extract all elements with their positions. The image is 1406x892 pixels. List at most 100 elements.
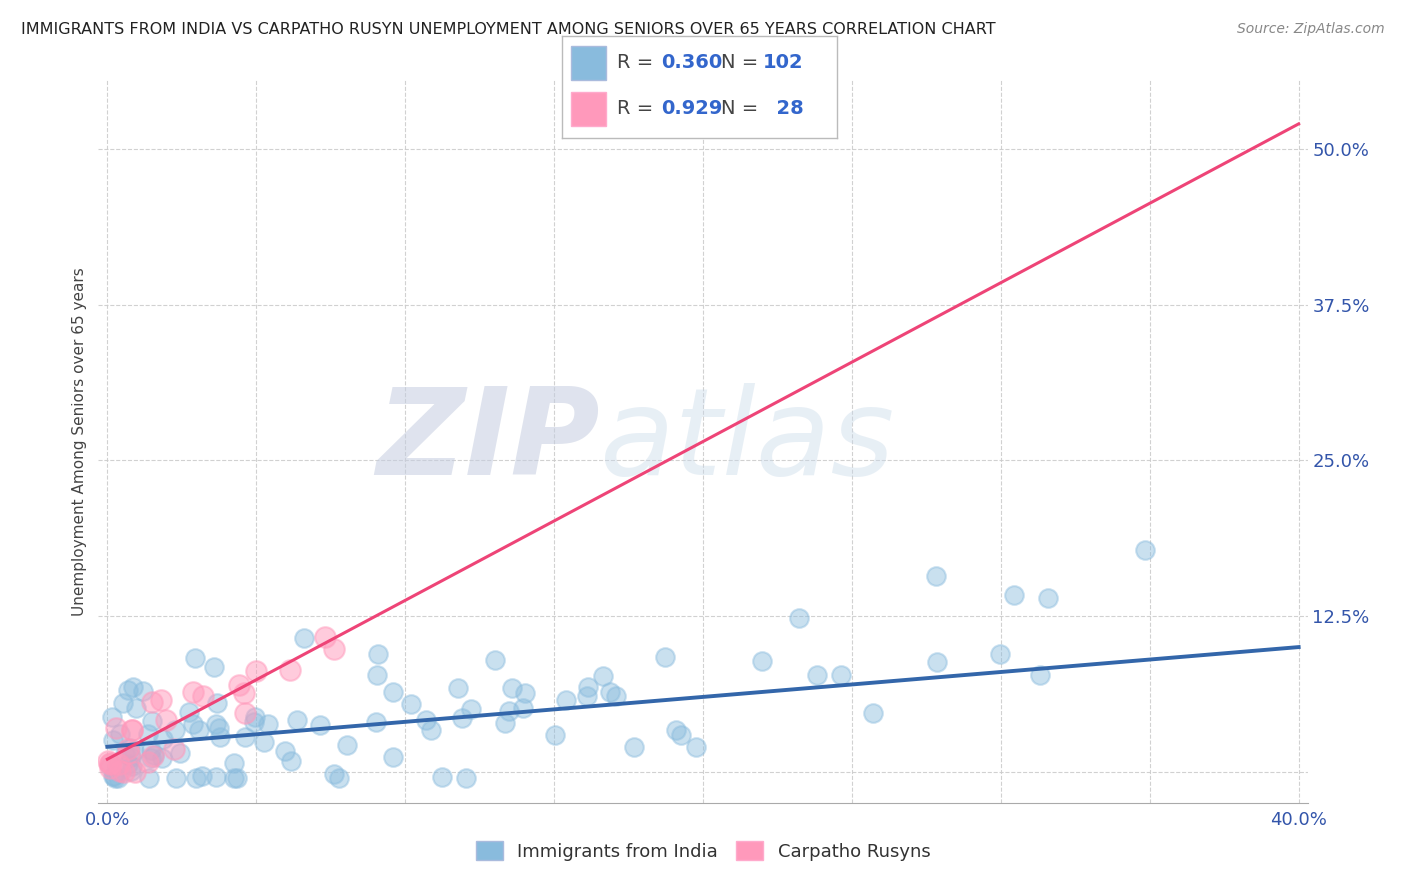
Immigrants from India <box>253 735 276 749</box>
Immigrants from India <box>166 771 188 785</box>
Carpatho Rusyns <box>124 764 146 779</box>
Immigrants from India <box>209 730 232 744</box>
Carpatho Rusyns <box>323 642 346 657</box>
Immigrants from India <box>121 750 143 764</box>
Text: 28: 28 <box>762 99 803 118</box>
Immigrants from India <box>1028 668 1050 682</box>
Carpatho Rusyns <box>118 746 141 760</box>
Immigrants from India <box>862 706 884 721</box>
Carpatho Rusyns <box>142 749 165 764</box>
Carpatho Rusyns <box>155 713 177 727</box>
Y-axis label: Unemployment Among Seniors over 65 years: Unemployment Among Seniors over 65 years <box>72 268 87 615</box>
Text: R =: R = <box>617 99 659 118</box>
Immigrants from India <box>623 740 645 755</box>
Immigrants from India <box>121 759 143 773</box>
Carpatho Rusyns <box>314 630 336 644</box>
Carpatho Rusyns <box>117 742 139 756</box>
Immigrants from India <box>138 726 160 740</box>
Immigrants from India <box>382 685 405 699</box>
Carpatho Rusyns <box>104 721 127 735</box>
Immigrants from India <box>484 653 506 667</box>
Immigrants from India <box>122 680 145 694</box>
Immigrants from India <box>245 709 267 723</box>
Immigrants from India <box>554 692 576 706</box>
Immigrants from India <box>184 771 207 785</box>
Immigrants from India <box>323 766 346 780</box>
Immigrants from India <box>152 731 174 746</box>
Immigrants from India <box>309 718 332 732</box>
Immigrants from India <box>184 650 207 665</box>
Immigrants from India <box>117 682 139 697</box>
Immigrants from India <box>125 701 148 715</box>
Immigrants from India <box>599 685 621 699</box>
Immigrants from India <box>685 739 707 754</box>
Immigrants from India <box>447 681 470 695</box>
Immigrants from India <box>399 697 422 711</box>
Carpatho Rusyns <box>150 693 173 707</box>
Immigrants from India <box>169 747 191 761</box>
Legend: Immigrants from India, Carpatho Rusyns: Immigrants from India, Carpatho Rusyns <box>470 836 936 866</box>
Immigrants from India <box>382 749 405 764</box>
Immigrants from India <box>163 723 186 737</box>
Text: 102: 102 <box>762 53 803 72</box>
Text: N =: N = <box>721 53 765 72</box>
Immigrants from India <box>543 728 565 742</box>
Immigrants from India <box>141 714 163 728</box>
FancyBboxPatch shape <box>571 92 606 126</box>
Immigrants from India <box>205 770 228 784</box>
Carpatho Rusyns <box>136 755 159 769</box>
Immigrants from India <box>420 723 443 737</box>
Immigrants from India <box>367 648 389 662</box>
Immigrants from India <box>605 689 627 703</box>
Immigrants from India <box>188 723 211 737</box>
Immigrants from India <box>139 743 162 757</box>
Immigrants from India <box>224 771 246 785</box>
Immigrants from India <box>512 701 534 715</box>
Immigrants from India <box>285 713 308 727</box>
Immigrants from India <box>498 704 520 718</box>
Carpatho Rusyns <box>233 706 256 720</box>
Immigrants from India <box>150 751 173 765</box>
Carpatho Rusyns <box>232 685 254 699</box>
Immigrants from India <box>513 686 536 700</box>
Immigrants from India <box>177 705 200 719</box>
Immigrants from India <box>205 717 228 731</box>
Immigrants from India <box>292 631 315 645</box>
Immigrants from India <box>430 770 453 784</box>
Immigrants from India <box>669 728 692 742</box>
Immigrants from India <box>190 769 212 783</box>
Immigrants from India <box>576 689 599 703</box>
Immigrants from India <box>280 755 302 769</box>
Immigrants from India <box>501 681 523 696</box>
Immigrants from India <box>243 715 266 730</box>
Carpatho Rusyns <box>181 684 204 698</box>
Immigrants from India <box>1036 591 1059 605</box>
Immigrants from India <box>494 715 516 730</box>
Immigrants from India <box>100 710 122 724</box>
Immigrants from India <box>118 740 141 755</box>
Immigrants from India <box>111 696 134 710</box>
Carpatho Rusyns <box>278 663 301 677</box>
Immigrants from India <box>576 680 599 694</box>
Carpatho Rusyns <box>121 723 143 738</box>
Immigrants from India <box>806 667 828 681</box>
Immigrants from India <box>328 771 350 785</box>
Text: atlas: atlas <box>600 383 896 500</box>
Immigrants from India <box>104 771 127 785</box>
Immigrants from India <box>108 727 131 741</box>
Text: 0.929: 0.929 <box>661 99 723 118</box>
Immigrants from India <box>751 654 773 668</box>
Carpatho Rusyns <box>141 695 163 709</box>
Immigrants from India <box>101 732 124 747</box>
Immigrants from India <box>787 611 810 625</box>
Carpatho Rusyns <box>245 664 267 678</box>
Immigrants from India <box>454 771 477 785</box>
Immigrants from India <box>208 721 231 735</box>
Immigrants from India <box>925 655 948 669</box>
Carpatho Rusyns <box>98 761 121 775</box>
Carpatho Rusyns <box>108 764 131 778</box>
Immigrants from India <box>205 697 228 711</box>
Immigrants from India <box>274 744 297 758</box>
Immigrants from India <box>107 771 129 785</box>
Immigrants from India <box>224 756 246 770</box>
